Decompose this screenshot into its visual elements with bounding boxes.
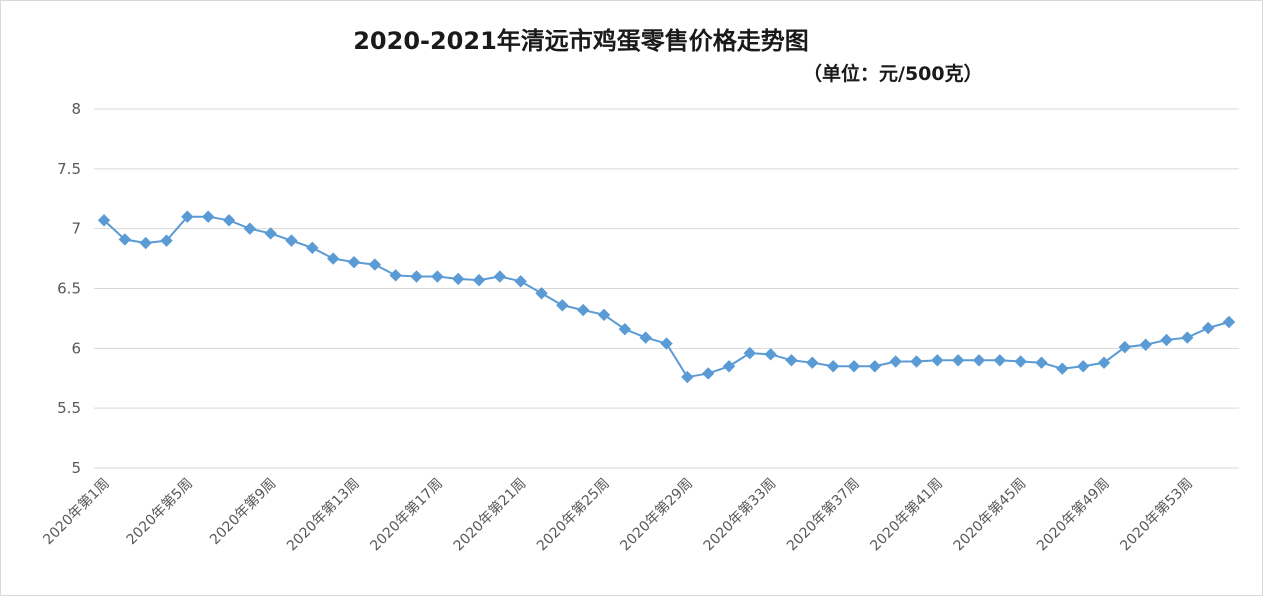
y-tick-label: 8 — [71, 100, 81, 118]
x-tick-label: 2020年第37周 — [783, 475, 863, 555]
data-point — [556, 299, 569, 312]
x-tick-label: 2020年第13周 — [283, 475, 363, 555]
data-point — [576, 303, 590, 317]
x-axis-ticks: 2020年第1周 2020年第5周 2020年第9周 2020年第13周 2020年第1… — [40, 475, 1197, 555]
x-tick-label: 2020年第9周 — [206, 475, 279, 548]
data-point — [847, 360, 861, 373]
y-axis-ticks: 5 5.5 6 6.5 7 7.5 8 — [57, 100, 81, 477]
data-point — [764, 348, 777, 361]
data-point — [1097, 356, 1111, 369]
data-point — [1118, 340, 1132, 354]
x-tick-label: 2020年第5周 — [123, 475, 196, 548]
x-tick-label: 2020年第33周 — [700, 475, 780, 555]
data-point — [785, 354, 798, 367]
data-point — [722, 360, 736, 373]
x-tick-label: 2020年第45周 — [950, 475, 1030, 555]
data-point — [618, 322, 632, 336]
y-tick-label: 6 — [71, 339, 81, 357]
data-point — [660, 337, 673, 350]
x-tick-label: 2020年第29周 — [617, 475, 697, 555]
chart-title: 2020-2021年清远市鸡蛋零售价格走势图 — [353, 27, 809, 55]
data-point — [1139, 338, 1152, 351]
data-point — [493, 270, 507, 283]
data-point — [1181, 331, 1194, 344]
data-point — [1201, 321, 1215, 335]
data-point — [139, 236, 152, 250]
data-point — [201, 210, 215, 223]
data-point — [410, 270, 423, 283]
data-point — [451, 272, 465, 286]
data-point — [97, 214, 111, 227]
data-point — [826, 360, 840, 373]
data-point — [285, 234, 298, 247]
x-tick-label: 2020年第41周 — [867, 475, 947, 555]
x-tick-label: 2020年第53周 — [1117, 475, 1197, 555]
data-point — [889, 355, 902, 368]
x-tick-label: 2020年第17周 — [367, 475, 447, 555]
data-point — [1014, 355, 1027, 368]
data-point — [326, 252, 340, 265]
data-point — [993, 354, 1007, 367]
x-tick-label: 2020年第1周 — [40, 475, 113, 548]
data-point — [639, 331, 652, 344]
data-point — [472, 273, 486, 287]
series-points — [97, 210, 1236, 384]
data-point — [243, 222, 257, 235]
series-line-path — [103, 215, 1230, 379]
x-tick-label: 2020年第49周 — [1033, 475, 1113, 555]
data-point — [389, 269, 402, 282]
y-tick-label: 5.5 — [57, 399, 81, 417]
data-point — [160, 234, 173, 247]
data-point — [535, 287, 548, 300]
data-point — [951, 354, 965, 367]
chart-subtitle: （单位：元/500克） — [803, 63, 983, 85]
y-tick-label: 7.5 — [57, 160, 81, 178]
data-point — [431, 270, 444, 283]
data-point — [306, 241, 319, 255]
data-point — [972, 354, 986, 367]
data-point — [264, 227, 277, 240]
y-tick-label: 7 — [71, 220, 81, 238]
series-line — [103, 215, 1230, 379]
data-point — [681, 370, 694, 384]
data-point — [368, 258, 382, 271]
data-point — [1056, 362, 1069, 375]
data-point — [931, 354, 944, 367]
data-point — [1035, 356, 1048, 369]
data-point — [514, 275, 527, 288]
data-point — [1076, 360, 1090, 373]
data-point — [868, 360, 882, 373]
data-point — [910, 355, 923, 368]
y-tick-label: 6.5 — [57, 280, 81, 298]
x-tick-label: 2020年第21周 — [450, 475, 530, 555]
data-point — [1222, 315, 1236, 329]
data-point — [222, 214, 236, 227]
data-point — [597, 308, 611, 322]
data-point — [806, 356, 819, 369]
data-point — [118, 233, 132, 246]
data-point — [743, 346, 757, 360]
data-point — [701, 367, 715, 380]
y-tick-label: 5 — [71, 459, 81, 477]
data-point — [347, 255, 361, 269]
x-tick-label: 2020年第25周 — [533, 475, 613, 555]
gridlines — [94, 108, 1239, 469]
data-point — [181, 210, 194, 223]
data-point — [1160, 333, 1173, 347]
